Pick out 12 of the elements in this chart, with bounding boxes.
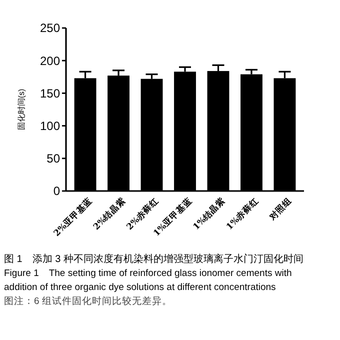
y-tick-label: 150	[40, 86, 60, 100]
x-tick-label: 对照组	[266, 196, 294, 224]
y-tick-label: 0	[53, 184, 60, 198]
y-tick-label: 100	[40, 119, 60, 133]
x-tick-label: 1%赤藓红	[224, 196, 261, 232]
text: Figure 1 The setting time of reinforced glass ionomer cements with addition of three organic dye solutions at different concentrations	[4, 268, 292, 293]
y-tick-label: 200	[40, 54, 60, 68]
y-tick-label: 250	[40, 21, 60, 36]
text: 图 1 添加 3 种不同浓度有机染料的增强型玻璃离子水门汀固化时间	[4, 253, 304, 265]
text: 图注：6 组试件固化时间比较无差异。	[4, 295, 172, 307]
y-tick-label: 50	[46, 152, 60, 166]
y-axis-title: 固化时间(s)	[17, 88, 26, 130]
